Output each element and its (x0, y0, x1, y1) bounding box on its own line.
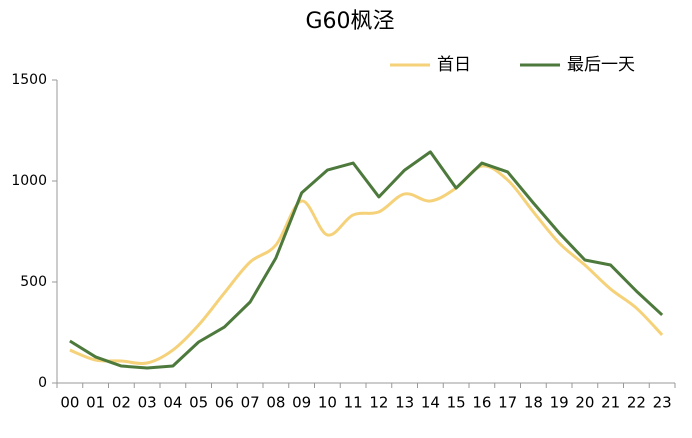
x-tick-label: 11 (344, 394, 363, 412)
y-tick-label: 1000 (11, 173, 47, 189)
x-tick-label: 01 (86, 394, 105, 412)
x-tick-label: 19 (550, 394, 569, 412)
x-tick-label: 22 (627, 394, 646, 412)
x-tick-label: 05 (189, 394, 208, 412)
x-tick-label: 12 (369, 394, 388, 412)
x-tick-label: 02 (112, 394, 131, 412)
x-tick-label: 18 (524, 394, 543, 412)
x-tick-label: 14 (421, 394, 440, 412)
x-tick-label: 04 (163, 394, 182, 412)
y-tick-label: 1500 (11, 72, 47, 88)
y-tick-label: 0 (38, 375, 47, 391)
y-tick-label: 500 (20, 274, 47, 290)
x-tick-label: 16 (472, 394, 491, 412)
legend-label: 最后一天 (567, 55, 635, 75)
legend-label: 首日 (437, 55, 471, 75)
x-tick-label: 08 (266, 394, 285, 412)
x-tick-label: 06 (215, 394, 234, 412)
x-tick-label: 10 (318, 394, 337, 412)
x-tick-label: 07 (241, 394, 260, 412)
x-tick-label: 17 (498, 394, 517, 412)
chart-title: G60枫泾 (305, 9, 394, 34)
series-line (69, 150, 664, 370)
x-tick-label: 00 (60, 394, 79, 412)
x-tick-label: 09 (292, 394, 311, 412)
x-tick-label: 20 (575, 394, 594, 412)
x-tick-label: 15 (447, 394, 466, 412)
x-tick-label: 21 (601, 394, 620, 412)
series-line (69, 164, 664, 366)
x-tick-label: 03 (138, 394, 157, 412)
x-tick-label: 13 (395, 394, 414, 412)
x-tick-label: 23 (653, 394, 672, 412)
